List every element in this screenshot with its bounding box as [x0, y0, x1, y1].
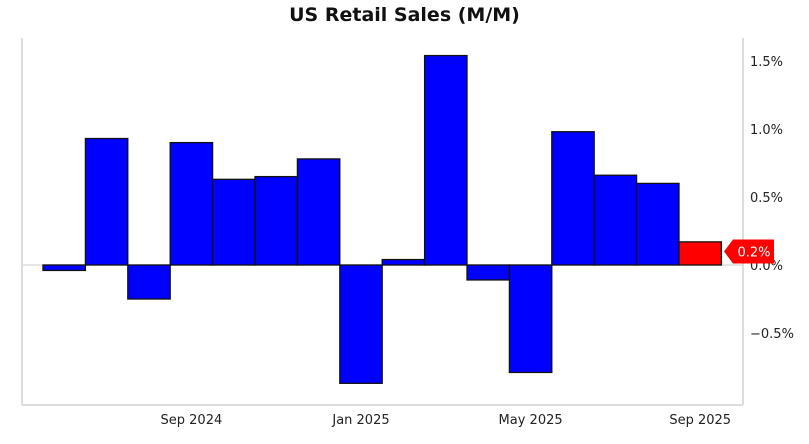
- chart-title: US Retail Sales (M/M): [289, 4, 520, 26]
- y-tick-label: −0.5%: [750, 327, 794, 342]
- bar-nov-2024: [254, 175, 299, 266]
- bar-jun-2024: [42, 264, 87, 272]
- bar-aug-2025: [635, 182, 680, 266]
- y-tick-label: 1.0%: [750, 123, 783, 138]
- y-tick-label: 1.5%: [750, 55, 783, 70]
- bar-jan-2025: [339, 264, 383, 384]
- bar-sep-2025: [678, 241, 723, 266]
- bar-jul-2025: [593, 174, 638, 266]
- bar-sep-2024: [169, 141, 214, 266]
- x-tick-label: Sep 2025: [669, 413, 731, 428]
- x-tick-label: Jan 2025: [331, 413, 389, 428]
- bar-oct-2024: [211, 178, 256, 266]
- bar-aug-2024: [127, 264, 171, 300]
- y-tick-label: 0.5%: [750, 191, 783, 206]
- bar-jul-2024: [84, 137, 129, 266]
- bar-feb-2025: [381, 258, 426, 266]
- bar-apr-2025: [466, 264, 511, 281]
- last-value-label: 0.2%: [737, 245, 770, 260]
- last-value-badge: [724, 239, 774, 264]
- x-tick-label: Sep 2024: [161, 413, 223, 428]
- bar-dec-2024: [296, 158, 341, 266]
- bar-mar-2025: [423, 54, 468, 266]
- x-tick-label: May 2025: [499, 413, 563, 428]
- bar-jun-2025: [551, 131, 595, 266]
- bar-may-2025: [508, 264, 553, 374]
